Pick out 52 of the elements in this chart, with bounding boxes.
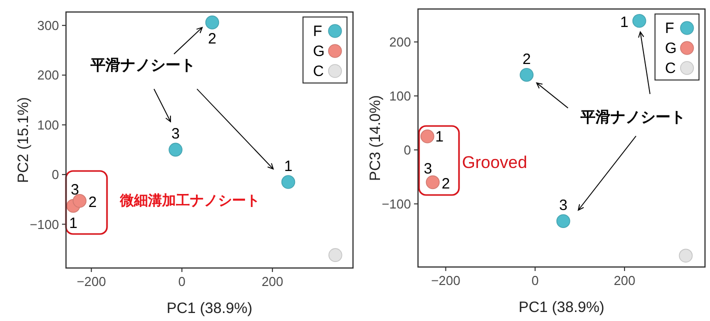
x-tick-label: −200	[431, 273, 460, 288]
y-tick-label: 0	[404, 142, 411, 158]
legend-label: C	[313, 63, 324, 80]
legend-label: C	[665, 60, 676, 77]
x-axis-title: PC1 (38.9%)	[518, 299, 604, 316]
annotation: 1	[69, 214, 78, 232]
y-tick-label: 200	[389, 34, 411, 50]
y-axis-title: PC2 (15.1%)	[15, 97, 32, 183]
x-tick-label: −200	[76, 274, 106, 289]
annotation: 平滑ナノシート	[90, 57, 196, 74]
x-tick-label: 0	[532, 273, 539, 288]
point	[205, 16, 220, 30]
point	[328, 248, 342, 262]
point	[520, 68, 534, 82]
x-tick-label: 200	[262, 274, 284, 289]
annotation: 3	[70, 181, 80, 198]
y-tick-label: 300	[37, 18, 59, 33]
point	[426, 175, 440, 190]
y-tick-label: −100	[30, 216, 59, 232]
legend-label: G	[313, 43, 325, 60]
y-tick-label: −100	[382, 196, 411, 212]
x-tick-label: 0	[178, 274, 186, 289]
point	[281, 175, 296, 189]
point	[420, 129, 434, 144]
annotation: 3	[559, 197, 568, 214]
annotation: 1	[284, 158, 292, 176]
x-axis-title: PC1 (38.9%)	[166, 300, 252, 317]
annotation: 3	[171, 126, 180, 143]
annotation: 2	[522, 50, 531, 68]
point	[632, 14, 646, 28]
y-axis-title: PC3 (14.0%)	[367, 95, 384, 181]
legend-label: G	[665, 40, 677, 57]
y-tick-label: 100	[389, 88, 411, 104]
annotation: 2	[208, 30, 216, 48]
legend-label: F	[665, 20, 674, 37]
annotation: 1	[620, 14, 628, 31]
y-tick-label: 200	[37, 68, 59, 83]
y-tick-label: 100	[37, 117, 59, 132]
annotation: Grooved	[462, 153, 528, 172]
point	[678, 248, 693, 263]
annotation: 2	[442, 175, 450, 192]
point	[168, 142, 182, 157]
annotation: 平滑ナノシート	[580, 109, 686, 126]
annotation: 2	[88, 194, 97, 211]
x-tick-label: 200	[614, 273, 636, 288]
point	[556, 214, 570, 228]
y-tick-label: 0	[52, 167, 59, 182]
point	[72, 194, 86, 208]
annotation: 3	[424, 160, 432, 178]
annotation: 微細溝加工ナノシート	[119, 192, 260, 208]
annotation: 1	[435, 128, 444, 146]
legend-label: F	[313, 23, 322, 40]
